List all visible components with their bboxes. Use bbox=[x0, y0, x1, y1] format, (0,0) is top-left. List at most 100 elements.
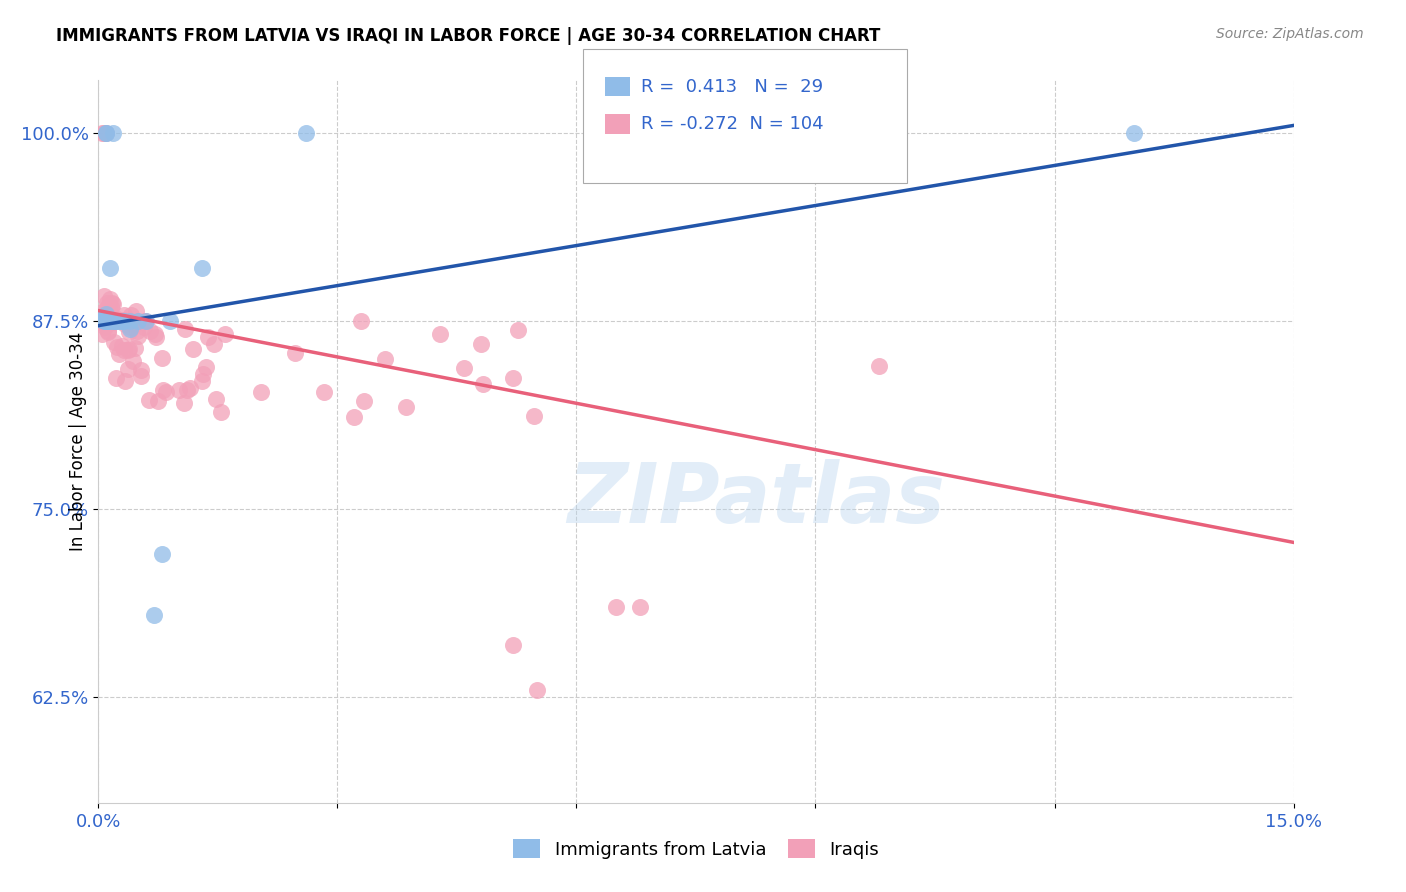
Point bbox=[96, 126, 118, 140]
Point bbox=[98, 314, 122, 328]
Point bbox=[502, 371, 524, 385]
Point bbox=[97, 324, 120, 338]
Point bbox=[183, 342, 205, 356]
Point bbox=[101, 297, 124, 311]
Point bbox=[90, 327, 112, 342]
Point bbox=[471, 376, 494, 391]
Point bbox=[159, 314, 181, 328]
Point bbox=[312, 384, 335, 399]
Point bbox=[150, 351, 173, 366]
Point bbox=[470, 336, 492, 351]
Point bbox=[145, 330, 167, 344]
Point bbox=[197, 330, 219, 344]
Point bbox=[1123, 126, 1146, 140]
Point bbox=[134, 314, 156, 328]
Point bbox=[105, 340, 128, 354]
Point bbox=[98, 261, 122, 276]
Y-axis label: In Labor Force | Age 30-34: In Labor Force | Age 30-34 bbox=[69, 332, 87, 551]
Point bbox=[93, 320, 115, 334]
Point bbox=[104, 314, 127, 328]
Text: IMMIGRANTS FROM LATVIA VS IRAQI IN LABOR FORCE | AGE 30-34 CORRELATION CHART: IMMIGRANTS FROM LATVIA VS IRAQI IN LABOR… bbox=[56, 27, 880, 45]
Point bbox=[453, 361, 475, 376]
Point bbox=[114, 374, 136, 388]
Point bbox=[374, 352, 396, 367]
Point bbox=[194, 360, 217, 375]
Point bbox=[174, 321, 197, 335]
Text: R =  0.413   N =  29: R = 0.413 N = 29 bbox=[641, 78, 824, 95]
Point bbox=[150, 548, 173, 562]
Point bbox=[526, 682, 548, 697]
Point bbox=[94, 318, 117, 332]
Point bbox=[103, 314, 125, 328]
Point bbox=[343, 409, 366, 424]
Point bbox=[103, 334, 125, 349]
Point bbox=[97, 316, 120, 330]
Point bbox=[90, 310, 112, 325]
Point bbox=[209, 405, 232, 419]
Point bbox=[111, 314, 134, 328]
Point bbox=[97, 325, 120, 339]
Point bbox=[111, 338, 134, 352]
Point bbox=[96, 307, 118, 321]
Point bbox=[353, 394, 375, 409]
Point bbox=[117, 362, 139, 376]
Point bbox=[125, 324, 148, 338]
Point bbox=[152, 383, 174, 397]
Point bbox=[103, 315, 125, 329]
Point bbox=[91, 126, 114, 140]
Point bbox=[120, 321, 142, 335]
Point bbox=[202, 337, 225, 351]
Point bbox=[429, 326, 451, 341]
Legend: Immigrants from Latvia, Iraqis: Immigrants from Latvia, Iraqis bbox=[506, 832, 886, 866]
Point bbox=[868, 359, 890, 374]
Point bbox=[97, 314, 120, 328]
Point bbox=[93, 288, 115, 302]
Point bbox=[98, 292, 121, 306]
Point bbox=[114, 317, 136, 331]
Point bbox=[125, 303, 148, 318]
Point bbox=[129, 369, 152, 384]
Point bbox=[131, 363, 153, 377]
Point bbox=[105, 371, 128, 385]
Point bbox=[93, 310, 115, 324]
Point bbox=[91, 312, 114, 326]
Point bbox=[100, 308, 122, 322]
Point bbox=[94, 312, 117, 326]
Point bbox=[111, 314, 134, 328]
Point bbox=[107, 312, 129, 326]
Point bbox=[96, 314, 118, 328]
Point bbox=[120, 314, 142, 328]
Text: ZIPatlas: ZIPatlas bbox=[567, 458, 945, 540]
Point bbox=[139, 324, 162, 338]
Point bbox=[395, 400, 418, 414]
Point bbox=[103, 310, 125, 325]
Point bbox=[91, 310, 114, 324]
Point bbox=[93, 316, 115, 330]
Point bbox=[103, 314, 125, 328]
Point bbox=[155, 384, 177, 399]
Point bbox=[107, 314, 129, 328]
Point bbox=[135, 314, 157, 328]
Text: R = -0.272  N = 104: R = -0.272 N = 104 bbox=[641, 115, 824, 133]
Point bbox=[191, 374, 214, 388]
Point bbox=[96, 126, 118, 140]
Point bbox=[112, 314, 135, 328]
Point bbox=[138, 393, 160, 408]
Point bbox=[97, 298, 120, 312]
Point bbox=[145, 326, 167, 341]
Point bbox=[127, 329, 149, 343]
Point bbox=[523, 409, 546, 423]
Point bbox=[101, 126, 124, 140]
Point bbox=[250, 385, 273, 400]
Point bbox=[112, 343, 135, 357]
Point bbox=[350, 314, 373, 328]
Point bbox=[205, 392, 228, 406]
Point bbox=[101, 311, 124, 326]
Point bbox=[118, 325, 141, 339]
Point bbox=[117, 343, 139, 357]
Point bbox=[134, 320, 156, 334]
Point bbox=[118, 319, 141, 334]
Point bbox=[502, 638, 524, 652]
Point bbox=[173, 396, 195, 410]
Point bbox=[112, 313, 135, 327]
